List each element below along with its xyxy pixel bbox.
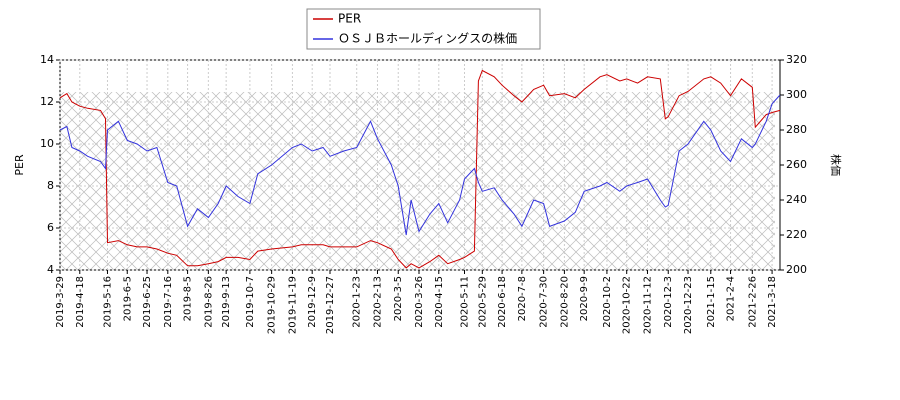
x-tick-label: 2020-3-26 xyxy=(414,276,425,328)
y-tick-label: 4 xyxy=(47,263,54,276)
x-tick-label: 2020-3-5 xyxy=(393,276,404,321)
x-tick-label: 2021-1-15 xyxy=(706,276,717,328)
y2-tick-label: 320 xyxy=(786,53,807,66)
series-line xyxy=(59,69,781,269)
y-tick-label: 6 xyxy=(47,221,54,234)
x-tick-label: 2020-11-12 xyxy=(642,276,653,334)
y-tick-label: 12 xyxy=(40,95,54,108)
x-tick-label: 2020-1-23 xyxy=(352,276,363,328)
x-tick-label: 2019-6-5 xyxy=(122,276,133,321)
x-tick-label: 2019-10-7 xyxy=(245,276,256,328)
x-tick-label: 2019-11-19 xyxy=(287,276,298,334)
x-tick-label: 2019-10-29 xyxy=(267,276,278,334)
legend: PER ＯＳＪＢホールディングスの株価 xyxy=(306,8,541,50)
x-tick-label: 2019-6-25 xyxy=(142,276,153,328)
legend-label: ＯＳＪＢホールディングスの株価 xyxy=(338,31,517,46)
x-tick-label: 2020-10-2 xyxy=(602,276,613,328)
x-tick-label: 2019-5-16 xyxy=(102,276,113,328)
x-tick-label: 2020-10-22 xyxy=(622,276,633,334)
x-tick-label: 2019-12-27 xyxy=(325,276,336,334)
x-tick-label: 2020-5-29 xyxy=(477,276,488,328)
y2-tick-label: 220 xyxy=(786,228,807,241)
y2-tick-label: 240 xyxy=(786,193,807,206)
background-hatch xyxy=(60,92,775,270)
x-tick-label: 2020-8-20 xyxy=(559,276,570,328)
y-axis-label: PER xyxy=(13,154,26,176)
x-tick-label: 2020-12-23 xyxy=(683,276,694,334)
x-tick-label: 2019-12-9 xyxy=(307,276,318,328)
x-tick-label: 2020-12-3 xyxy=(663,276,674,328)
x-tick-label: 2019-8-26 xyxy=(203,276,214,328)
x-tick-label: 2020-7-8 xyxy=(517,276,528,321)
y2-axis-label: 株価 xyxy=(829,154,843,176)
y2-tick-label: 280 xyxy=(786,123,807,136)
x-tick-label: 2021-2-26 xyxy=(747,276,758,328)
x-tick-label: 2020-7-30 xyxy=(539,276,550,328)
x-tick-label: 2019-3-29 xyxy=(55,276,66,328)
x-tick-label: 2021-3-18 xyxy=(767,276,778,328)
x-tick-label: 2020-4-15 xyxy=(434,276,445,328)
y-tick-label: 14 xyxy=(40,53,54,66)
x-tick-label: 2019-8-5 xyxy=(183,276,194,321)
legend-label: PER xyxy=(338,12,361,26)
y2-tick-label: 260 xyxy=(786,158,807,171)
x-tick-label: 2019-4-18 xyxy=(75,276,86,328)
y2-tick-label: 300 xyxy=(786,88,807,101)
x-tick-label: 2019-9-13 xyxy=(221,276,232,328)
x-tick-label: 2020-5-11 xyxy=(460,276,471,328)
x-tick-label: 2020-9-9 xyxy=(579,276,590,321)
x-tick-label: 2019-7-16 xyxy=(163,276,174,328)
x-tick-label: 2020-2-13 xyxy=(372,276,383,328)
x-tick-label: 2020-6-18 xyxy=(497,276,508,328)
legend-box xyxy=(306,8,541,50)
y-tick-label: 8 xyxy=(47,179,54,192)
y2-tick-label: 200 xyxy=(786,263,807,276)
y-tick-label: 10 xyxy=(40,137,54,150)
series-line xyxy=(59,94,781,236)
x-tick-label: 2021-2-4 xyxy=(726,276,737,321)
